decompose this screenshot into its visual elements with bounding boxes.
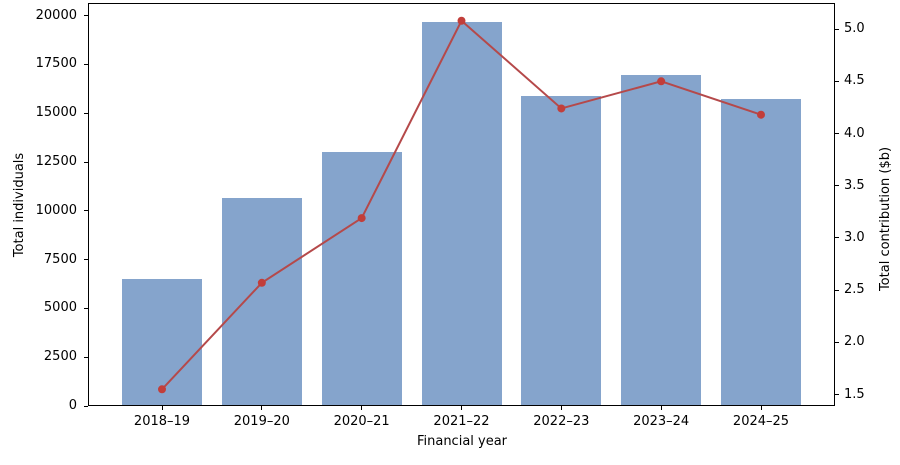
y-tick-mark-left: [84, 63, 88, 65]
y-tick-label-right: 2.5: [844, 282, 865, 298]
y-tick-mark-left: [84, 112, 88, 114]
y-tick-label-left: 10000: [35, 202, 77, 218]
x-tick-mark: [161, 406, 163, 410]
y-tick-mark-right: [835, 237, 839, 239]
x-tick-mark: [261, 406, 263, 410]
x-tick-label: 2021–22: [433, 414, 490, 429]
data-point-marker: [657, 77, 666, 86]
y-tick-label-right: 2.0: [844, 334, 865, 350]
y-tick-label-right: 4.0: [844, 125, 865, 141]
y-tick-mark-right: [835, 185, 839, 187]
y-tick-label-left: 12500: [35, 154, 77, 170]
y-tick-label-right: 3.5: [844, 177, 865, 193]
y-tick-label-right: 4.5: [844, 73, 865, 89]
y-tick-mark-right: [835, 80, 839, 82]
y-tick-mark-left: [84, 15, 88, 17]
y-tick-label-right: 1.5: [844, 386, 865, 402]
data-point-marker: [158, 385, 166, 394]
y-tick-label-left: 5000: [43, 300, 77, 316]
y-tick-label-left: 17500: [35, 56, 77, 72]
x-tick-mark: [760, 406, 762, 410]
data-point-marker: [357, 214, 366, 223]
x-axis-label: Financial year: [416, 434, 508, 449]
data-point-marker: [557, 104, 566, 113]
y-tick-mark-left: [84, 161, 88, 163]
plot-area: [88, 3, 835, 406]
data-point-marker: [457, 16, 466, 25]
y-tick-label-left: 20000: [35, 7, 77, 23]
y-tick-label-right: 3.0: [844, 229, 865, 245]
y-tick-label-left: 2500: [43, 349, 77, 365]
plot-border: [88, 3, 835, 406]
bar: [421, 21, 502, 406]
y-tick-mark-left: [84, 259, 88, 261]
x-tick-label: 2023–24: [633, 414, 690, 429]
y-tick-mark-left: [84, 356, 88, 358]
bar: [221, 198, 302, 406]
x-tick-label: 2024–25: [732, 414, 790, 429]
y-tick-mark-right: [835, 133, 839, 134]
y-tick-mark-right: [835, 289, 839, 291]
x-tick-mark: [660, 406, 662, 410]
y-axis-label-right: Total contribution ($b): [878, 146, 893, 292]
bar: [122, 279, 202, 406]
y-tick-mark-right: [835, 341, 839, 343]
y-tick-label-left: 7500: [43, 251, 77, 267]
x-tick-label: 2022–23: [533, 414, 590, 429]
y-tick-label-left: 15000: [35, 105, 77, 121]
x-tick-label: 2019–20: [233, 414, 290, 429]
y-tick-mark-left: [84, 210, 88, 212]
x-tick-label: 2020–21: [333, 414, 390, 429]
x-tick-mark: [560, 406, 562, 410]
y-tick-label-left: 0: [68, 398, 77, 413]
bar: [721, 98, 801, 406]
x-tick-mark: [361, 406, 363, 410]
line-layer: [88, 3, 835, 406]
y-tick-mark-right: [835, 28, 839, 30]
trend-line: [161, 19, 762, 390]
x-tick-label: 2018–19: [133, 414, 191, 429]
x-tick-mark: [461, 406, 462, 410]
bar: [621, 75, 702, 406]
y-tick-mark-right: [835, 394, 839, 395]
data-point-marker: [257, 278, 266, 287]
y-tick-mark-left: [84, 307, 88, 309]
bar: [321, 152, 402, 406]
y-tick-mark-left: [84, 405, 88, 407]
bar: [521, 95, 602, 406]
y-tick-label-right: 5.0: [844, 21, 865, 37]
data-point-marker: [757, 110, 765, 119]
